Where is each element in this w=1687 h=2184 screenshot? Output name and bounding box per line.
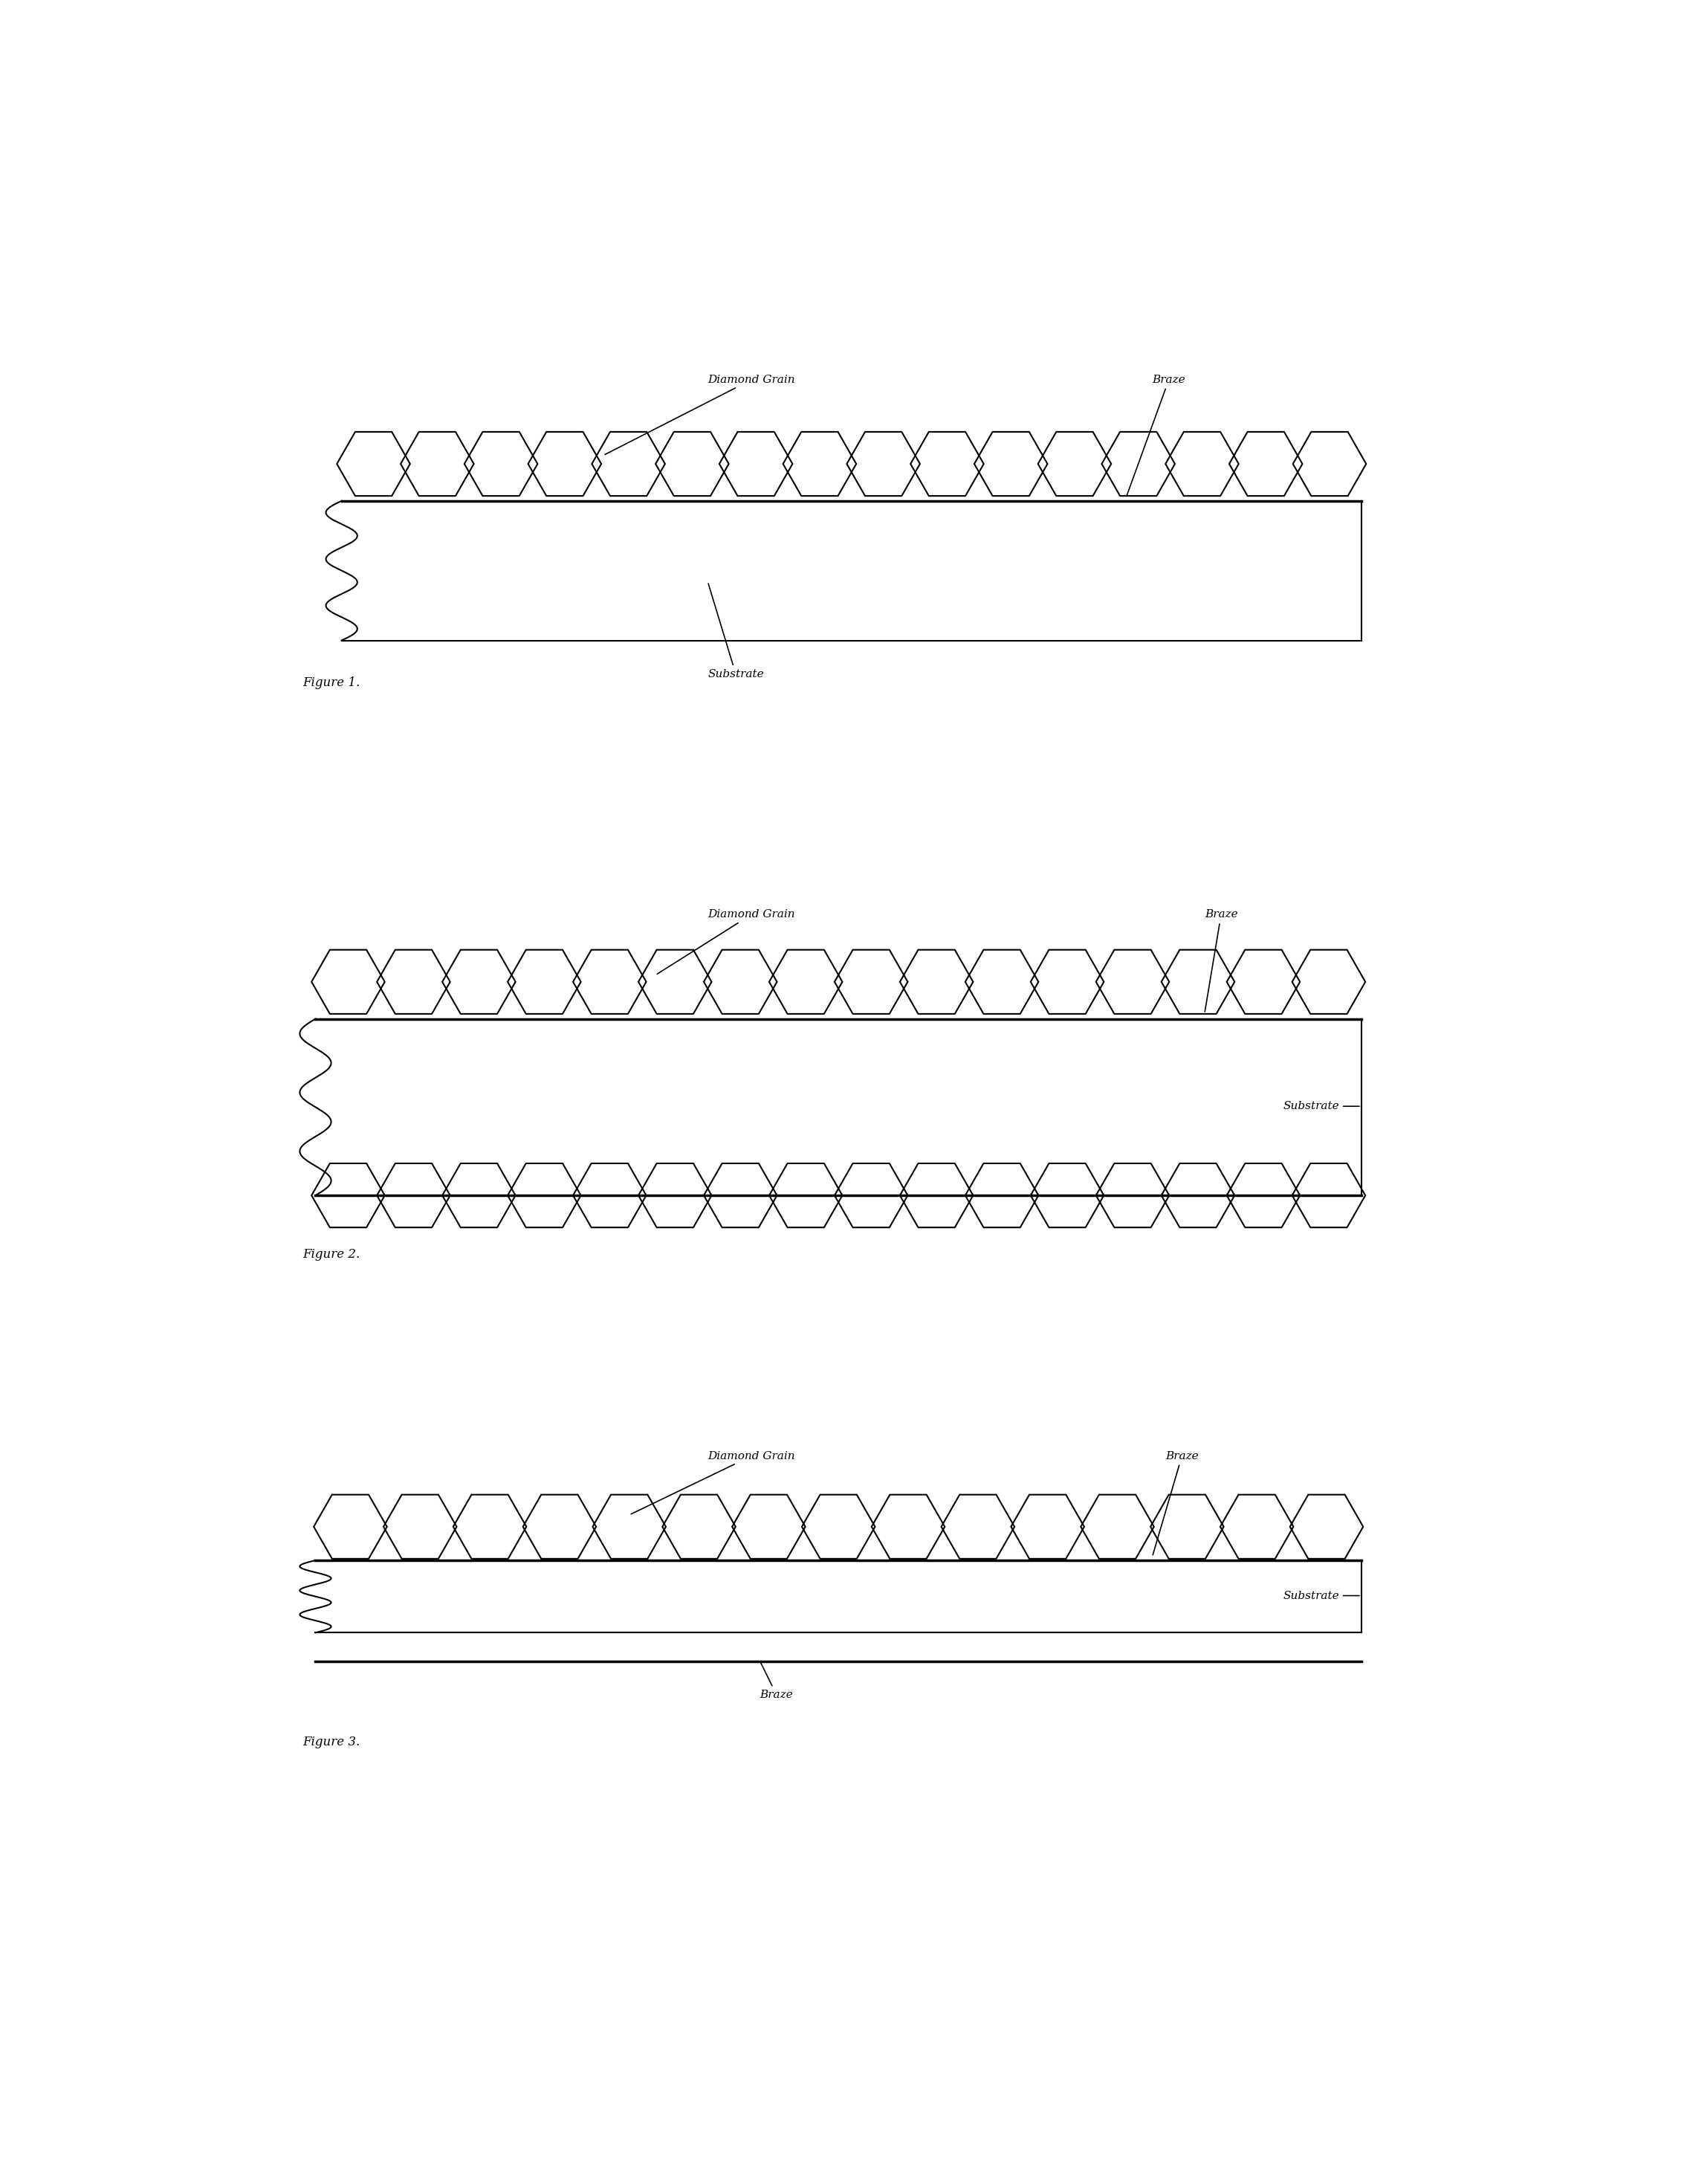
Text: Substrate: Substrate (1282, 1101, 1360, 1112)
Text: Figure 1.: Figure 1. (302, 677, 359, 688)
Text: Braze: Braze (1152, 1450, 1198, 1555)
Text: Diamond Grain: Diamond Grain (658, 909, 795, 974)
Text: Figure 2.: Figure 2. (302, 1247, 359, 1260)
Text: Substrate: Substrate (709, 583, 764, 679)
Text: Braze: Braze (1205, 909, 1238, 1011)
Text: Figure 3.: Figure 3. (302, 1736, 359, 1749)
Text: Braze: Braze (1127, 376, 1186, 496)
Text: Substrate: Substrate (1282, 1590, 1360, 1601)
Text: Diamond Grain: Diamond Grain (631, 1450, 795, 1514)
Text: Diamond Grain: Diamond Grain (606, 376, 795, 454)
Text: Braze: Braze (759, 1662, 793, 1699)
